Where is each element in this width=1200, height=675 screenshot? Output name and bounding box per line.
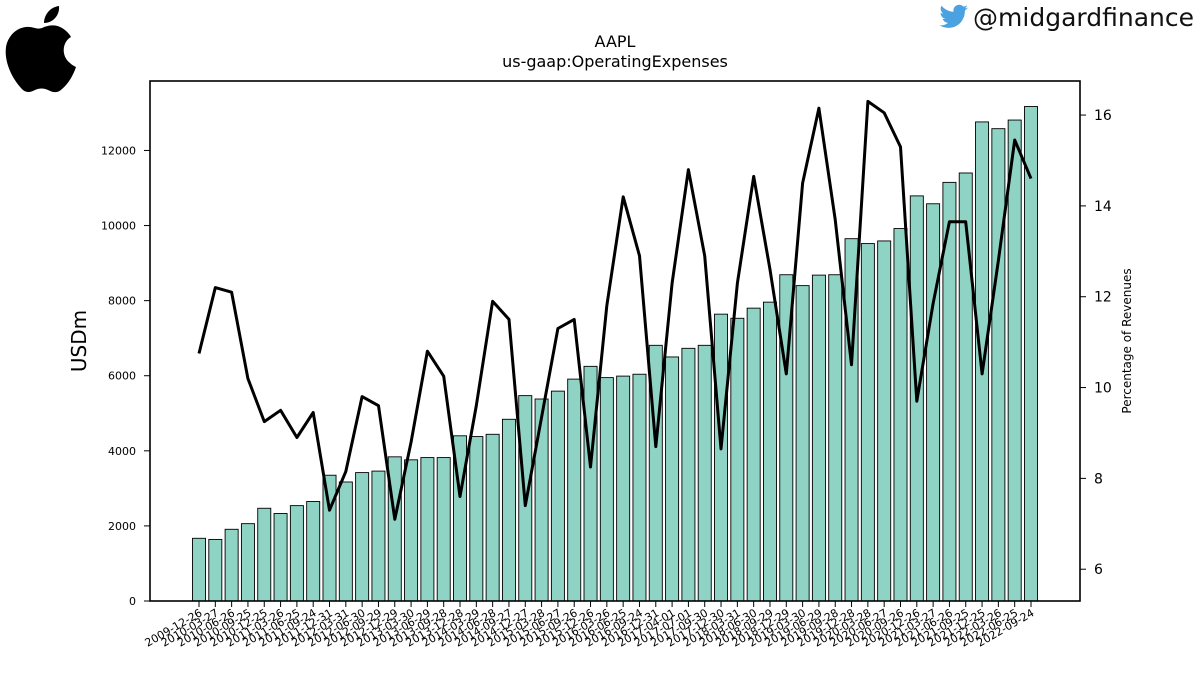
bar [534, 398, 549, 602]
bar [811, 274, 826, 602]
y2-tick-label: 12 [1094, 290, 1112, 306]
bar [257, 507, 272, 602]
chart-title: AAPL [594, 32, 636, 51]
y-tick-label: 8000 [108, 295, 136, 308]
y-tick-label: 6000 [108, 370, 136, 383]
bar [599, 377, 614, 602]
y-axis-label: USDm [67, 310, 91, 372]
bar [991, 128, 1006, 602]
bar [289, 505, 304, 602]
bar [355, 472, 370, 602]
bar [322, 474, 337, 602]
bar [730, 317, 745, 602]
bar [485, 433, 500, 602]
bar [860, 243, 875, 602]
y2-tick-label: 10 [1094, 381, 1112, 397]
social-handle: @midgardfinance [939, 0, 1194, 34]
bar [958, 172, 973, 602]
bar [420, 457, 435, 602]
bar [306, 501, 321, 602]
bar [681, 347, 696, 602]
bar [795, 285, 810, 602]
left-axis: 0 2000 4000 6000 8000 10000 12000 [101, 144, 150, 608]
bar [436, 457, 451, 602]
percentage-line [197, 99, 1033, 521]
line-layer [197, 99, 1033, 521]
bar [501, 418, 516, 602]
bar [714, 313, 729, 602]
apple-logo-icon [5, 6, 77, 93]
bar [224, 528, 239, 602]
bar [338, 481, 353, 602]
bar [665, 356, 680, 602]
bar [877, 240, 892, 602]
bar [616, 375, 631, 602]
chart-subtitle: us-gaap:OperatingExpenses [502, 52, 728, 71]
bar [697, 344, 712, 602]
bar [550, 390, 565, 602]
x-axis: 2009-12-262010-03-272010-06-262010-09-25… [143, 601, 1037, 650]
y2-tick-label: 16 [1094, 108, 1112, 124]
y2-tick-label: 8 [1094, 471, 1103, 487]
bar [208, 538, 223, 602]
y-tick-label: 0 [129, 595, 136, 608]
bar [192, 537, 206, 602]
bar [828, 274, 843, 602]
bar [926, 203, 941, 602]
y2-tick-label: 14 [1094, 199, 1112, 215]
bar [1024, 106, 1038, 602]
plot-frame [149, 80, 1081, 602]
bar [273, 513, 288, 602]
bar [404, 459, 419, 602]
y-tick-label: 4000 [108, 445, 136, 458]
y-tick-label: 10000 [101, 220, 136, 233]
bars-layer [192, 106, 1038, 602]
right-axis: 6 8 10 12 14 16 [1080, 108, 1112, 578]
twitter-handle-text: @midgardfinance [973, 2, 1194, 32]
bar [763, 301, 777, 602]
y2-axis-label: Percentage of Revenues [1120, 268, 1134, 413]
bar [893, 228, 908, 602]
bar [632, 373, 647, 602]
bar [583, 365, 598, 602]
bar [567, 378, 582, 602]
bar [240, 523, 255, 602]
bar [746, 307, 761, 602]
twitter-bird-icon [939, 4, 969, 28]
bar [469, 436, 484, 602]
bar [1007, 119, 1022, 602]
y-tick-label: 12000 [101, 144, 136, 157]
bar [371, 470, 386, 602]
y2-tick-label: 6 [1094, 562, 1103, 578]
y-tick-label: 2000 [108, 520, 136, 533]
